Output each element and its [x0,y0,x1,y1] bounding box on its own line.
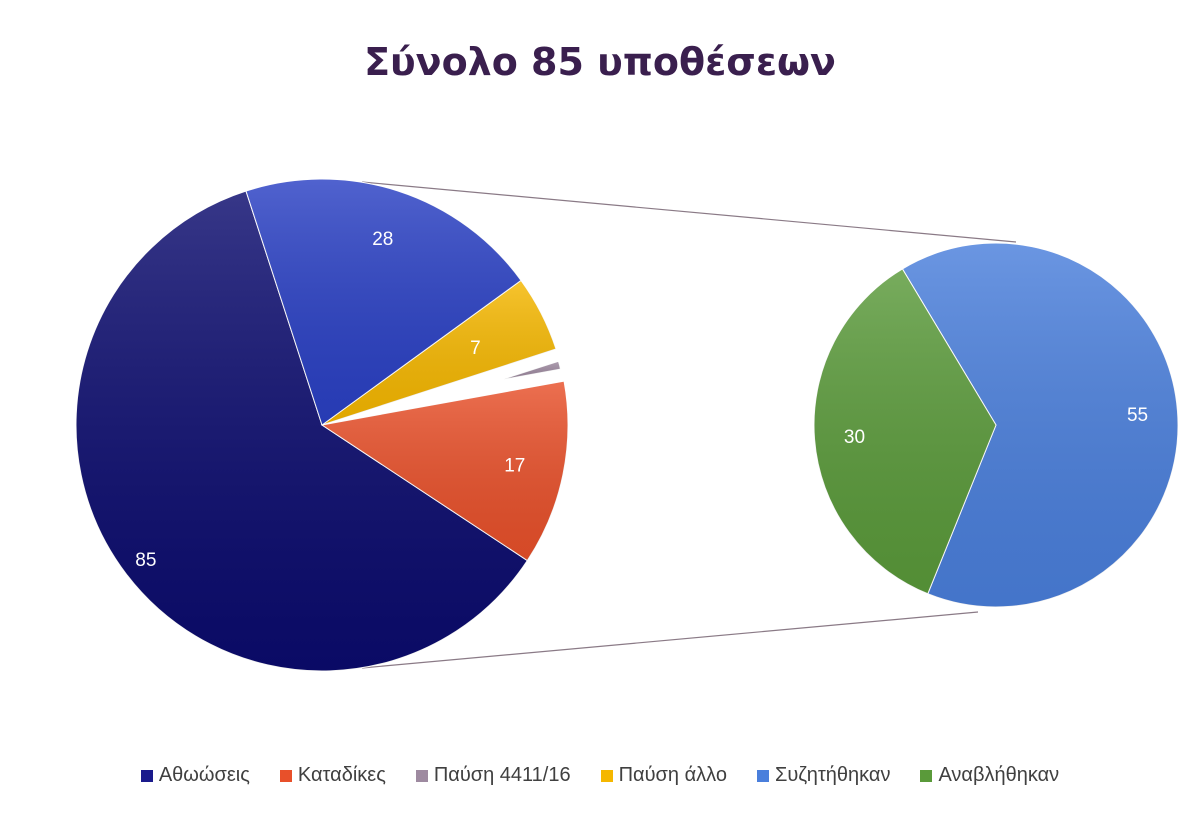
connector-line-bottom [361,611,979,669]
data-label: 85 [135,550,156,571]
legend-item: Αθωώσεις [140,764,250,787]
legend-label: Αθωώσεις [158,764,250,786]
legend-item: Παύση 4411/16 [415,764,571,787]
main-pie [75,178,569,672]
slice-discussed-shading [902,243,1178,607]
connector-lines [361,181,1017,669]
legend-item: Συζητήθηκαν [756,764,891,787]
legend-swatch [415,769,428,782]
legend-swatch [756,769,769,782]
legend-item: Καταδίκες [279,764,386,787]
slice-suspension-other-shading [322,280,556,425]
data-label: 17 [504,455,525,476]
legend-item: Αναβλήθηκαν [920,764,1059,787]
data-label: 3 [496,371,507,392]
legend: Αθωώσεις Καταδίκες Παύση 4411/16 Παύση άλλο… [0,764,1200,787]
secondary-pie [813,242,1179,608]
legend-swatch [140,769,153,782]
legend-label: Παύση 4411/16 [433,764,571,786]
data-label: 55 [1127,405,1148,426]
legend-label: Αναβλήθηκαν [938,764,1060,786]
legend-label: Καταδίκες [297,764,386,786]
legend-swatch [920,769,933,782]
chart-title: Σύνολο 85 υποθέσεων [364,40,836,84]
slice-convictions-shading [322,381,568,561]
legend-swatch [600,769,613,782]
slice-suspension-4411-shading [501,361,561,380]
slice-acquittals-28-shading [245,179,522,425]
data-label: 30 [844,427,865,448]
connector-line-top [361,181,1017,243]
legend-swatch [279,769,292,782]
data-label: 7 [470,338,481,359]
legend-label: Συζητήθηκαν [774,764,891,786]
slice-postponed-shading [814,268,996,594]
slice-acquittals-85-shading [75,191,528,672]
data-labels: 85 17 37 28 55 30 [135,229,1148,571]
data-label: 28 [372,229,393,250]
legend-label: Παύση άλλο [618,764,727,786]
legend-item: Παύση άλλο [600,764,727,787]
